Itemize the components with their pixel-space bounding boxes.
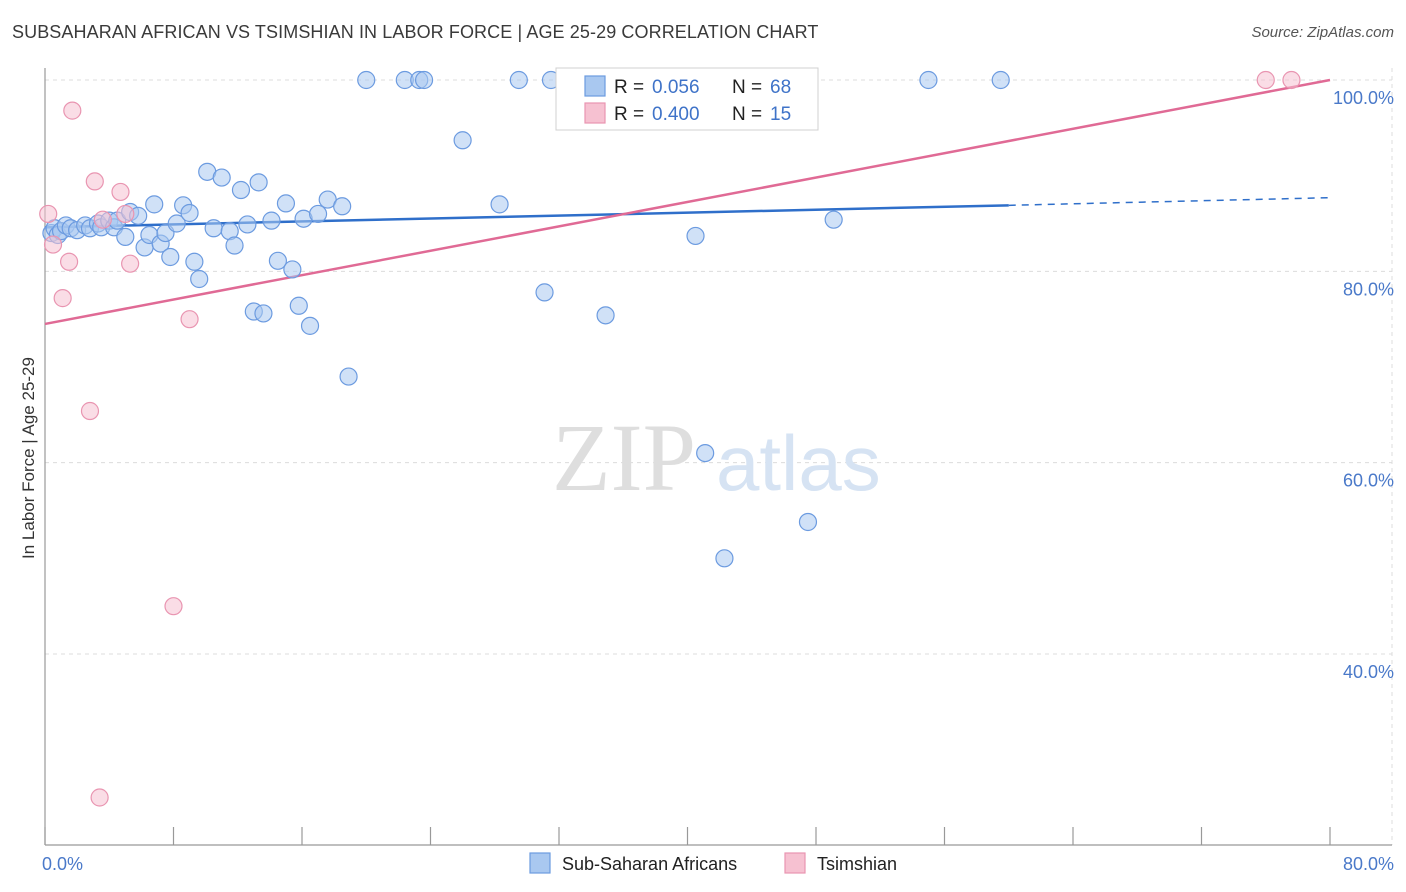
point-subsaharan	[991, 70, 1010, 90]
point-subsaharan	[145, 195, 164, 214]
stats-legend: R = 0.056 N = 68 R = 0.400 N = 15	[555, 67, 819, 131]
point-tsimshian	[1256, 70, 1275, 90]
point-subsaharan	[225, 236, 244, 255]
point-subsaharan	[453, 131, 472, 150]
point-subsaharan	[333, 197, 352, 216]
point-subsaharan	[161, 247, 180, 267]
point-tsimshian	[1282, 70, 1301, 90]
point-subsaharan	[798, 512, 818, 532]
point-subsaharan	[283, 260, 302, 279]
point-subsaharan	[262, 211, 281, 230]
point-subsaharan	[238, 215, 257, 234]
point-tsimshian	[59, 252, 79, 271]
point-subsaharan	[190, 269, 209, 289]
legend-r-label: R =	[614, 77, 644, 98]
point-tsimshian	[93, 210, 112, 229]
point-subsaharan	[289, 296, 308, 315]
point-subsaharan	[919, 70, 938, 90]
y-axis-label: In Labor Force | Age 25-29	[19, 357, 38, 559]
series-legend: Sub-Saharan Africans Tsimshian	[529, 852, 897, 874]
trend-line-subsaharan	[44, 204, 1009, 229]
trend-line-tsimshian	[44, 78, 1331, 326]
point-subsaharan	[696, 444, 715, 463]
x-tick-label: 0.0%	[42, 854, 83, 874]
point-subsaharan	[509, 70, 528, 90]
point-subsaharan	[490, 195, 509, 214]
point-tsimshian	[63, 101, 82, 120]
x-tick-labels: 0.0% 80.0%	[42, 854, 1394, 874]
series-legend-label: Tsimshian	[817, 854, 897, 874]
point-subsaharan	[116, 227, 135, 246]
point-subsaharan	[596, 306, 615, 325]
point-subsaharan	[249, 173, 268, 192]
series-legend-label: Sub-Saharan Africans	[562, 854, 737, 874]
chart-title: SUBSAHARAN AFRICAN VS TSIMSHIAN IN LABOR…	[12, 22, 819, 42]
y-tick-label: 60.0%	[1343, 471, 1394, 491]
point-tsimshian	[90, 788, 109, 807]
point-subsaharan	[414, 70, 434, 90]
point-subsaharan	[231, 180, 251, 200]
trend-line-subsaharan-extension	[1008, 196, 1331, 207]
legend-n-label: N =	[732, 104, 762, 125]
legend-n-value: 15	[770, 104, 791, 125]
point-tsimshian	[180, 310, 199, 329]
legend-swatch-blue	[584, 75, 606, 97]
y-tick-label: 80.0%	[1343, 279, 1394, 299]
legend-r-value: 0.400	[652, 104, 700, 125]
legend-r-value: 0.056	[652, 77, 700, 98]
point-subsaharan	[300, 316, 320, 335]
point-subsaharan	[535, 283, 554, 302]
legend-n-value: 68	[770, 77, 791, 98]
y-tick-label: 100.0%	[1333, 88, 1394, 108]
point-subsaharan	[268, 251, 288, 270]
point-subsaharan	[339, 367, 358, 386]
point-tsimshian	[39, 204, 58, 224]
point-tsimshian	[116, 204, 135, 224]
point-subsaharan	[276, 194, 296, 213]
point-tsimshian	[164, 597, 183, 616]
point-subsaharan	[715, 549, 734, 568]
point-subsaharan	[686, 226, 705, 246]
point-tsimshian	[121, 254, 140, 273]
legend-r-label: R =	[614, 104, 644, 125]
watermark: ZIP atlas	[552, 404, 881, 511]
legend-swatch-pink	[584, 102, 606, 124]
point-tsimshian	[85, 172, 104, 191]
x-tick-label: 80.0%	[1343, 854, 1394, 874]
watermark-zip: ZIP	[552, 404, 696, 511]
axes	[44, 68, 1392, 846]
point-tsimshian	[111, 182, 130, 202]
point-subsaharan	[254, 304, 273, 323]
point-subsaharan	[308, 204, 328, 224]
chart-source: Source: ZipAtlas.com	[1251, 24, 1394, 41]
point-subsaharan	[185, 252, 204, 271]
point-subsaharan	[204, 219, 223, 238]
y-tick-labels: 100.0% 80.0% 60.0% 40.0%	[1333, 88, 1394, 682]
point-tsimshian	[43, 235, 63, 254]
series-legend-swatch-blue	[529, 852, 551, 874]
watermark-atlas: atlas	[716, 419, 881, 507]
point-subsaharan	[167, 214, 186, 233]
y-tick-label: 40.0%	[1343, 662, 1394, 682]
trend-lines	[44, 78, 1331, 326]
point-subsaharan	[357, 70, 376, 90]
point-tsimshian	[53, 289, 72, 308]
point-subsaharan	[212, 168, 231, 187]
point-subsaharan	[180, 203, 199, 223]
legend-n-label: N =	[732, 77, 762, 98]
point-tsimshian	[80, 401, 100, 421]
series-legend-swatch-pink	[784, 852, 806, 874]
point-subsaharan	[824, 210, 843, 229]
